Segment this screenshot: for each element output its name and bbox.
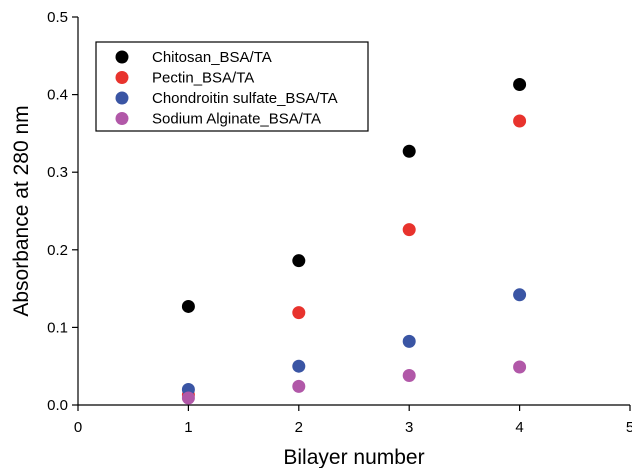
legend-box bbox=[95, 41, 369, 132]
legend-label: Chitosan_BSA/TA bbox=[152, 49, 272, 66]
data-point-series-2 bbox=[402, 334, 416, 348]
legend: Chitosan_BSA/TA Pectin_BSA/TA Chondroitin … bbox=[95, 41, 369, 132]
data-point-series-0 bbox=[292, 254, 306, 268]
legend-marker bbox=[115, 71, 129, 84]
data-point-series-0 bbox=[513, 78, 527, 92]
data-point-series-1 bbox=[402, 223, 416, 237]
y-tick-label: 0.2 bbox=[47, 242, 68, 259]
legend-label: Chondroitin sulfate_BSA/TA bbox=[152, 90, 338, 107]
x-tick-label: 2 bbox=[295, 419, 303, 436]
legend-label: Sodium Alginate_BSA/TA bbox=[152, 111, 321, 128]
legend-marker bbox=[115, 112, 129, 125]
data-point-series-1 bbox=[292, 306, 306, 320]
data-point-series-1 bbox=[513, 114, 527, 128]
x-axis-ticks: 0 1 2 3 4 5 bbox=[74, 405, 632, 436]
x-tick-label: 5 bbox=[626, 419, 632, 436]
y-axis-title: Absorbance at 280 nm bbox=[10, 105, 33, 316]
x-tick-label: 4 bbox=[515, 419, 523, 436]
y-tick-label: 0.5 bbox=[47, 9, 68, 26]
y-tick-label: 0.1 bbox=[47, 319, 68, 336]
data-point-series-3 bbox=[181, 391, 195, 405]
data-point-series-2 bbox=[292, 359, 306, 373]
data-point-series-3 bbox=[402, 369, 416, 383]
y-tick-label: 0.0 bbox=[47, 397, 68, 414]
y-tick-label: 0.4 bbox=[47, 87, 68, 104]
x-tick-label: 0 bbox=[74, 419, 82, 436]
x-axis-title: Bilayer number bbox=[283, 446, 424, 468]
legend-marker bbox=[115, 50, 129, 64]
data-point-series-2 bbox=[513, 288, 527, 302]
data-point-series-0 bbox=[402, 144, 416, 158]
legend-label: Pectin_BSA/TA bbox=[152, 70, 254, 87]
data-point-series-3 bbox=[292, 379, 306, 393]
data-point-series-0 bbox=[181, 299, 195, 313]
y-axis-ticks: 0.0 0.1 0.2 0.3 0.4 0.5 bbox=[47, 9, 78, 414]
plot-frame bbox=[77, 17, 630, 406]
y-tick-label: 0.3 bbox=[47, 164, 68, 181]
x-tick-label: 1 bbox=[184, 419, 192, 436]
x-tick-label: 3 bbox=[405, 419, 413, 436]
legend-marker bbox=[115, 91, 129, 105]
data-points bbox=[181, 78, 527, 405]
data-point-series-3 bbox=[513, 360, 527, 374]
